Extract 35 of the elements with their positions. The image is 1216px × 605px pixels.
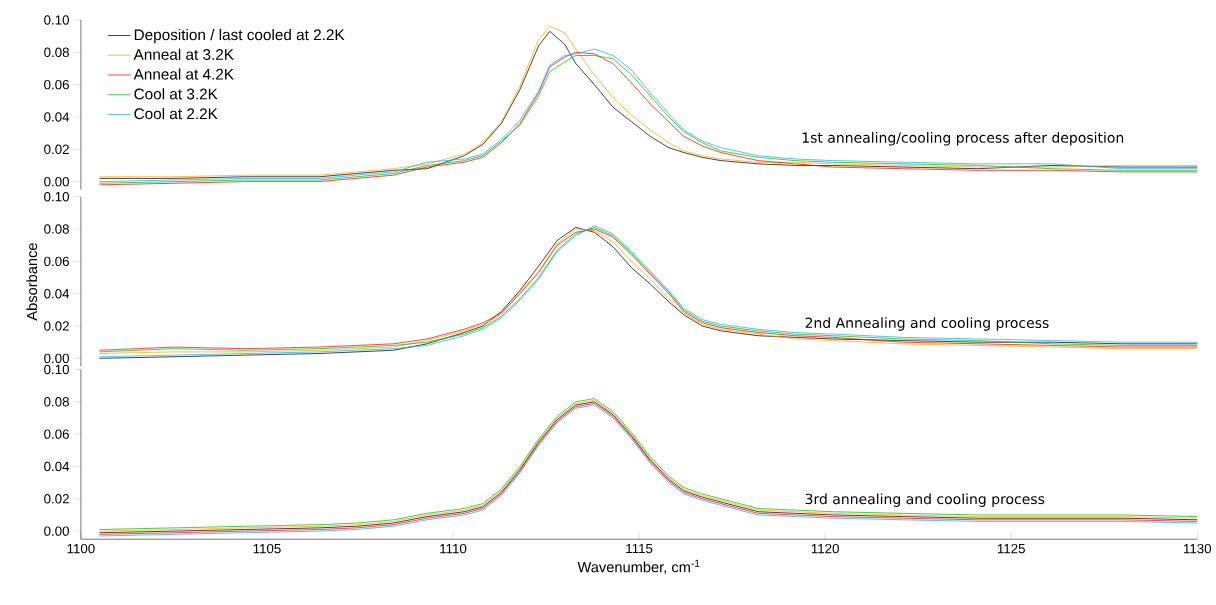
legend-label: Deposition / last cooled at 2.2K	[134, 28, 345, 44]
y-tick-label: 0.02	[44, 321, 69, 331]
y-tick-label: 0.08	[44, 47, 69, 57]
y-tick-label: 0.06	[44, 79, 69, 90]
y-tick-label: 0.10	[44, 364, 70, 375]
legend-label: Anneal at 3.2K	[133, 48, 234, 60]
y-tick-label: 0.04	[44, 461, 70, 472]
y-tick-label: 0.08	[44, 224, 69, 234]
x-axis-title: Wavenumber, cm$^{-1}$	[577, 559, 700, 574]
annotation: 3rd annealing and cooling process	[805, 493, 1045, 507]
y-tick-label: 0.00	[44, 353, 70, 364]
legend-label: Cool at 2.2K	[134, 107, 218, 120]
y-tick-label: 0.02	[44, 144, 69, 154]
x-tick-label: 1125	[997, 543, 1025, 554]
legend-label: Cool at 3.2K	[134, 88, 218, 100]
y-tick-label: 0.06	[44, 256, 69, 267]
annotation: 2nd Annealing and cooling process	[805, 317, 1049, 331]
y-tick-label: 0.06	[44, 429, 69, 439]
y-tick-label: 0.04	[44, 112, 70, 122]
y-tick-label: 0.10	[44, 191, 70, 202]
y-axis-title: Absorbance	[26, 243, 38, 321]
x-tick-label: 1120	[811, 543, 839, 554]
annotation: 1st annealing/cooling process after deposition	[802, 131, 1124, 146]
y-tick-label: 0.00	[44, 526, 70, 536]
y-tick-label: 0.02	[44, 494, 69, 504]
x-tick-label: 1110	[440, 543, 467, 554]
x-tick-label: 1100	[67, 543, 95, 554]
x-tick-label: 1105	[253, 543, 281, 554]
y-tick-label: 0.04	[44, 288, 70, 299]
y-tick-label: 0.00	[44, 176, 70, 187]
y-tick-label: 0.08	[44, 397, 69, 407]
x-tick-label: 1130	[1183, 543, 1212, 554]
y-tick-label: 0.10	[44, 15, 70, 25]
x-tick-label: 1115	[626, 543, 653, 554]
legend-label: Anneal at 4.2K	[133, 68, 234, 80]
